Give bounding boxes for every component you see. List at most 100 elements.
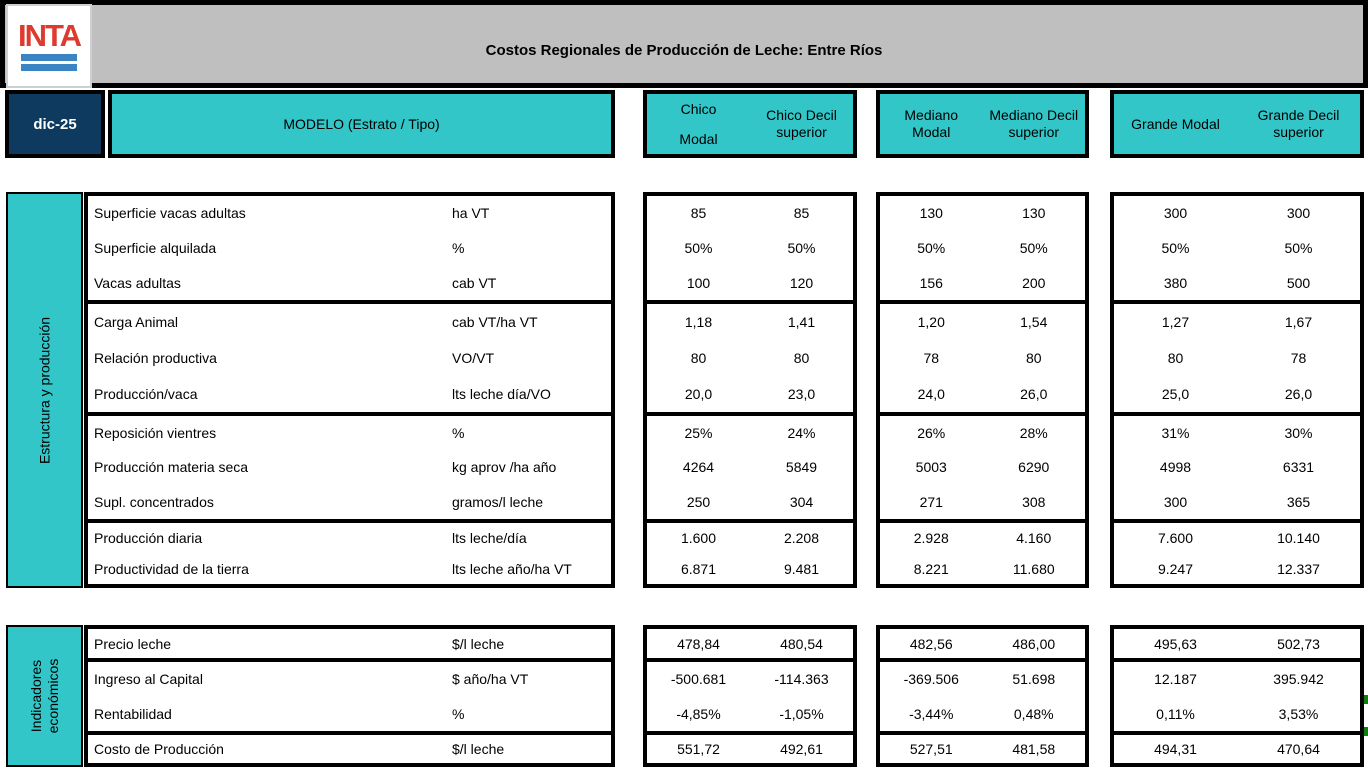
value-cell[interactable]: 271 <box>919 493 943 510</box>
value-cell[interactable]: 9.247 <box>1157 560 1194 577</box>
value-cell[interactable]: 494,31 <box>1154 741 1197 757</box>
value-cell[interactable]: 1,41 <box>787 314 816 330</box>
value-cell[interactable]: 527,51 <box>909 741 953 757</box>
value-cell[interactable]: 481,58 <box>1012 741 1056 757</box>
value-cell[interactable]: 4998 <box>1159 459 1192 476</box>
page-title: Costos Regionales de Producción de Leche… <box>485 42 883 59</box>
value-cell[interactable]: 4.160 <box>1016 530 1052 547</box>
value-cell[interactable]: 80 <box>793 350 810 366</box>
value-cell[interactable]: 130 <box>919 205 943 222</box>
value-cell[interactable]: 308 <box>1022 493 1046 510</box>
table-row: 482,56 486,00 <box>880 629 1085 658</box>
value-cell[interactable]: 300 <box>1163 205 1188 222</box>
value-cell[interactable]: 50% <box>1284 240 1313 256</box>
value-cell[interactable]: 80 <box>1025 350 1042 366</box>
value-cell[interactable]: 365 <box>1286 493 1311 510</box>
value-cell[interactable]: -1,05% <box>779 705 824 722</box>
value-cell[interactable]: 50% <box>1019 240 1048 256</box>
value-cell[interactable]: 304 <box>789 493 814 510</box>
value-cell[interactable]: -4,85% <box>676 705 721 722</box>
value-cell[interactable]: 8.221 <box>913 560 949 577</box>
value-cell[interactable]: 50% <box>917 240 946 256</box>
value-cell[interactable]: 26,0 <box>1020 386 1048 402</box>
value-cell[interactable]: 480,54 <box>780 635 823 652</box>
column-header-line: Chico Decil <box>766 107 837 123</box>
value-cell[interactable]: 24,0 <box>917 386 945 402</box>
value-group: 482,56 486,00 <box>880 629 1085 662</box>
value-cell[interactable]: 1,67 <box>1284 314 1313 330</box>
value-cell[interactable]: 551,72 <box>677 741 720 757</box>
value-cell[interactable]: 1,54 <box>1020 314 1048 330</box>
value-cell[interactable]: 26% <box>917 425 946 442</box>
value-cell[interactable]: 24% <box>787 425 816 442</box>
value-cell[interactable]: 470,64 <box>1277 741 1320 757</box>
value-cell[interactable]: 482,56 <box>909 635 953 652</box>
value-cell[interactable]: 492,61 <box>780 741 823 757</box>
value-cell[interactable]: 5849 <box>785 459 818 476</box>
value-cell[interactable]: 31% <box>1161 425 1190 442</box>
value-cell[interactable]: -3,44% <box>909 705 954 722</box>
value-cell[interactable]: 12.337 <box>1277 560 1320 577</box>
value-cell[interactable]: 478,84 <box>677 635 720 652</box>
value-cell[interactable]: 2.208 <box>783 530 820 547</box>
value-cell[interactable]: -369.506 <box>903 671 959 688</box>
value-cell[interactable]: 23,0 <box>787 386 816 402</box>
inta-logo-bar-icon <box>21 64 77 71</box>
value-cell[interactable]: 85 <box>690 205 707 222</box>
value-cell[interactable]: 1,20 <box>917 314 945 330</box>
value-cell[interactable]: 300 <box>1286 205 1311 222</box>
value-cell[interactable]: 9.481 <box>783 560 820 577</box>
row-label-table-indicadores: Precio leche $/l leche Ingreso al Capital $… <box>84 625 615 767</box>
value-cell[interactable]: 1,18 <box>684 314 713 330</box>
value-cell[interactable]: 78 <box>1290 350 1307 366</box>
value-cell[interactable]: 85 <box>793 205 810 222</box>
value-cell[interactable]: 11.680 <box>1012 560 1055 577</box>
value-cell[interactable]: 4264 <box>682 459 715 476</box>
value-cell[interactable]: -500.681 <box>670 671 727 688</box>
value-cell[interactable]: 250 <box>686 493 711 510</box>
value-cell[interactable]: 28% <box>1019 425 1048 442</box>
value-cell[interactable]: 20,0 <box>684 386 713 402</box>
value-cell[interactable]: 78 <box>923 350 940 366</box>
value-group: 2.928 4.160 8.221 11.680 <box>880 523 1085 584</box>
value-cell[interactable]: 380 <box>1163 274 1188 291</box>
value-cell[interactable]: 120 <box>789 274 814 291</box>
value-cell[interactable]: 156 <box>919 274 943 291</box>
value-cell[interactable]: 1.600 <box>680 530 717 547</box>
date-cell[interactable]: dic-25 <box>5 90 105 158</box>
value-cell[interactable]: 130 <box>1022 205 1046 222</box>
value-cell[interactable]: 12.187 <box>1154 671 1197 688</box>
row-unit: cab VT/ha VT <box>452 314 538 330</box>
value-cell[interactable]: 300 <box>1163 493 1188 510</box>
value-cell[interactable]: 495,63 <box>1154 635 1197 652</box>
value-cell[interactable]: 3,53% <box>1278 705 1319 722</box>
value-cell[interactable]: 25,0 <box>1161 386 1190 402</box>
value-cell[interactable]: 502,73 <box>1277 635 1320 652</box>
value-cell[interactable]: 395.942 <box>1273 671 1324 688</box>
value-cell[interactable]: 6290 <box>1018 459 1050 476</box>
value-cell[interactable]: 51.698 <box>1012 671 1056 688</box>
value-cell[interactable]: 10.140 <box>1277 530 1320 547</box>
value-cell[interactable]: 80 <box>1167 350 1184 366</box>
value-cell[interactable]: 1,27 <box>1161 314 1190 330</box>
value-cell[interactable]: 50% <box>684 240 713 256</box>
value-cell[interactable]: 6.871 <box>680 560 717 577</box>
value-cell[interactable]: 0,48% <box>1013 705 1054 722</box>
value-cell[interactable]: 80 <box>690 350 707 366</box>
value-cell[interactable]: 6331 <box>1282 459 1315 476</box>
value-cell[interactable]: 5003 <box>915 459 947 476</box>
value-cell[interactable]: 200 <box>1022 274 1046 291</box>
value-cell[interactable]: 486,00 <box>1012 635 1056 652</box>
value-cell[interactable]: 50% <box>787 240 816 256</box>
value-cell[interactable]: 26,0 <box>1284 386 1313 402</box>
value-cell[interactable]: 500 <box>1286 274 1311 291</box>
value-cell[interactable]: 2.928 <box>913 530 949 547</box>
value-cell[interactable]: 0,11% <box>1156 705 1195 722</box>
value-cell[interactable]: 7.600 <box>1157 530 1194 547</box>
value-cell[interactable]: 25% <box>684 425 713 442</box>
value-cell[interactable]: 30% <box>1284 425 1313 442</box>
value-cell[interactable]: 100 <box>686 274 711 291</box>
value-cell[interactable]: -114.363 <box>774 671 829 688</box>
value-cell[interactable]: 50% <box>1161 240 1190 256</box>
